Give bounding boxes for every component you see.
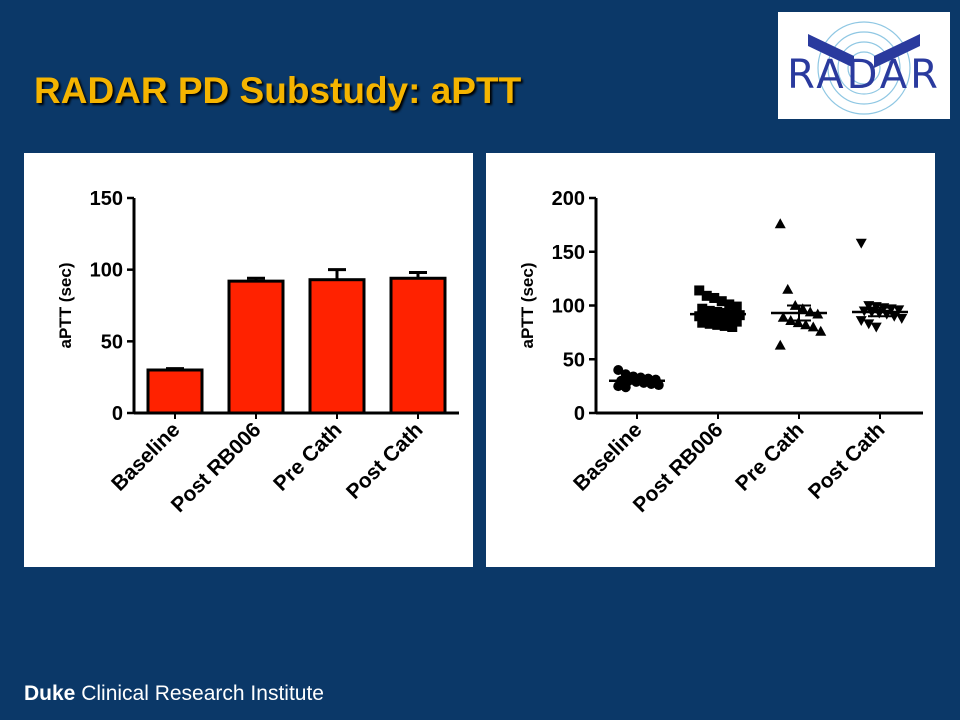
y-tick-label: 0	[574, 403, 585, 425]
scatter-chart-panel: 0 50 100 150 200 aPTT (sec) Baseline Post RB006…	[486, 153, 935, 567]
data-point	[724, 315, 735, 326]
y-tick-label: 200	[552, 188, 585, 210]
x-tick-label: Pre Cath	[731, 418, 808, 495]
data-point	[774, 339, 786, 350]
data-point	[855, 316, 867, 327]
slide-title: RADAR PD Substudy: aPTT	[34, 70, 522, 111]
x-tick-label: Post Cath	[804, 418, 890, 504]
x-tick-label: Baseline	[569, 418, 646, 495]
bar	[146, 368, 204, 415]
data-point	[704, 305, 715, 316]
data-point	[731, 301, 742, 312]
data-point	[701, 290, 712, 301]
bar-chart-panel: 0 50 100 150 aPTT (sec) Baseline Post RB006 Pre…	[24, 153, 473, 567]
footer-institute: Duke Clinical Research Institute	[24, 682, 324, 706]
data-point	[709, 292, 720, 303]
data-point	[727, 322, 738, 332]
data-point	[731, 316, 742, 327]
y-tick-label: 100	[90, 260, 123, 282]
data-point	[712, 319, 723, 330]
data-point	[782, 283, 794, 294]
y-tick-label: 100	[552, 296, 585, 318]
data-point	[704, 318, 715, 329]
y-tick-label: 50	[563, 349, 585, 371]
y-tick-label: 150	[552, 242, 585, 264]
data-point	[709, 313, 720, 324]
x-tick-label: Baseline	[107, 418, 184, 495]
data-point	[777, 311, 789, 322]
data-point	[870, 322, 882, 333]
bar	[389, 276, 447, 415]
data-point	[792, 317, 804, 328]
data-point	[855, 238, 867, 249]
bar	[227, 279, 285, 415]
footer-rest: Clinical Research Institute	[75, 682, 324, 705]
data-point	[800, 319, 812, 330]
data-point	[613, 365, 624, 375]
x-tick-label: Pre Cath	[269, 418, 346, 495]
bar	[308, 278, 366, 415]
data-point	[774, 218, 786, 229]
data-point	[620, 382, 631, 393]
data-point	[896, 314, 908, 324]
y-tick-label: 50	[101, 331, 123, 353]
data-point	[863, 319, 875, 330]
y-tick-label: 0	[112, 403, 123, 425]
data-point	[724, 299, 735, 310]
y-tick-label: 150	[90, 188, 123, 210]
y-axis-label: aPTT (sec)	[56, 263, 75, 349]
data-point	[815, 325, 827, 336]
data-point	[701, 312, 712, 323]
data-point	[694, 285, 705, 296]
data-point	[697, 303, 708, 314]
x-tick-label: Post Cath	[342, 418, 428, 504]
data-point	[697, 317, 708, 328]
data-point	[613, 381, 624, 392]
data-point	[893, 305, 905, 316]
footer-bold: Duke	[24, 682, 76, 705]
radar-logo: RADAR	[778, 12, 950, 119]
y-axis-label: aPTT (sec)	[518, 263, 537, 349]
data-point	[719, 320, 730, 331]
svg-text:RADAR: RADAR	[787, 52, 941, 98]
data-point	[694, 311, 705, 322]
data-point	[653, 380, 664, 391]
data-point	[863, 301, 875, 311]
data-point	[807, 321, 819, 332]
data-point	[716, 314, 727, 325]
data-point	[716, 296, 727, 307]
